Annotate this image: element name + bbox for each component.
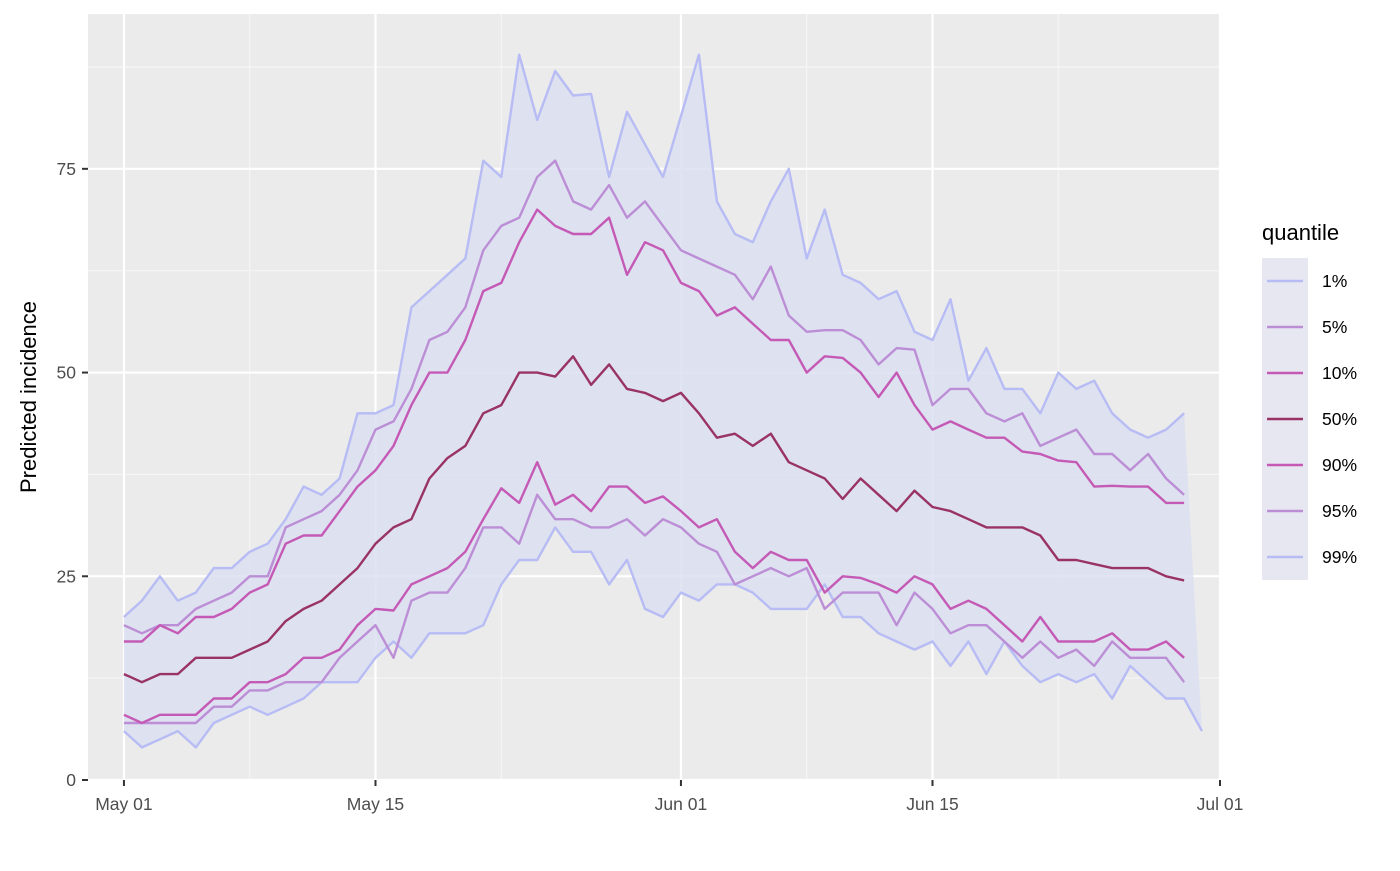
series-line-99pct: [123, 53, 1185, 618]
x-tick-label: Jun 15: [906, 794, 959, 814]
x-tick-label: May 01: [95, 794, 152, 814]
legend-label: 5%: [1322, 317, 1347, 337]
x-tick-label: Jun 01: [655, 794, 708, 814]
series-line-1pct: [123, 526, 1204, 749]
series-line-5pct: [123, 493, 1186, 725]
legend-title: quantile: [1262, 220, 1339, 245]
legend-label: 50%: [1322, 409, 1357, 429]
y-tick-label: 50: [57, 363, 77, 383]
x-tick-label: May 15: [347, 794, 404, 814]
series-line-90pct: [123, 208, 1185, 643]
legend-label: 99%: [1322, 547, 1357, 567]
y-axis-title: Predicted incidence: [16, 301, 41, 493]
y-tick-label: 25: [57, 566, 76, 586]
legend-label: 95%: [1322, 501, 1357, 521]
series-line-50pct: [123, 355, 1185, 684]
legend-label: 90%: [1322, 455, 1357, 475]
legend-label: 10%: [1322, 363, 1357, 383]
x-tick-label: Jul 01: [1197, 794, 1244, 814]
y-tick-label: 75: [57, 159, 76, 179]
legend-label: 1%: [1322, 271, 1347, 291]
series-line-10pct: [123, 461, 1185, 725]
y-tick-label: 0: [66, 770, 76, 790]
series-line-95pct: [123, 159, 1185, 635]
